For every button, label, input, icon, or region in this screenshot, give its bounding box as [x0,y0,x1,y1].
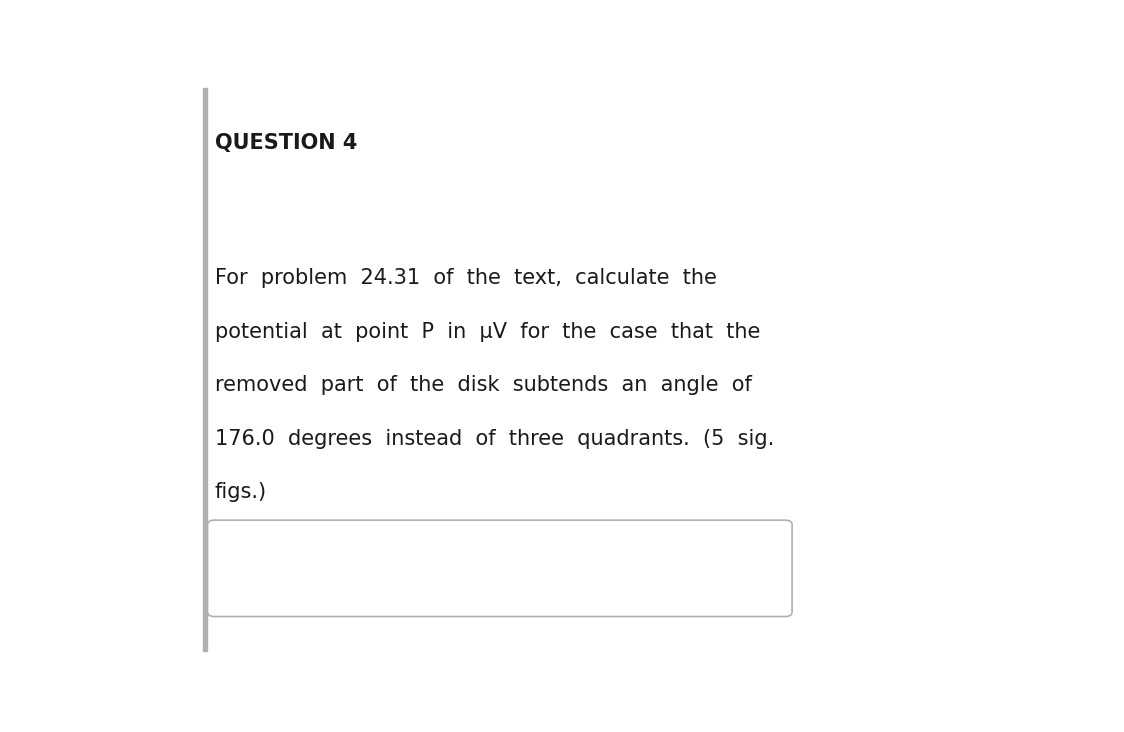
Text: For  problem  24.31  of  the  text,  calculate  the: For problem 24.31 of the text, calculate… [215,268,716,288]
Text: figs.): figs.) [215,482,266,502]
Text: removed  part  of  the  disk  subtends  an  angle  of: removed part of the disk subtends an ang… [215,376,752,395]
Text: 176.0  degrees  instead  of  three  quadrants.  (5  sig.: 176.0 degrees instead of three quadrants… [215,429,773,449]
FancyBboxPatch shape [208,520,792,616]
Text: QUESTION 4: QUESTION 4 [215,133,357,153]
Text: potential  at  point  P  in  μV  for  the  case  that  the: potential at point P in μV for the case … [215,322,760,342]
Bar [203,88,207,651]
